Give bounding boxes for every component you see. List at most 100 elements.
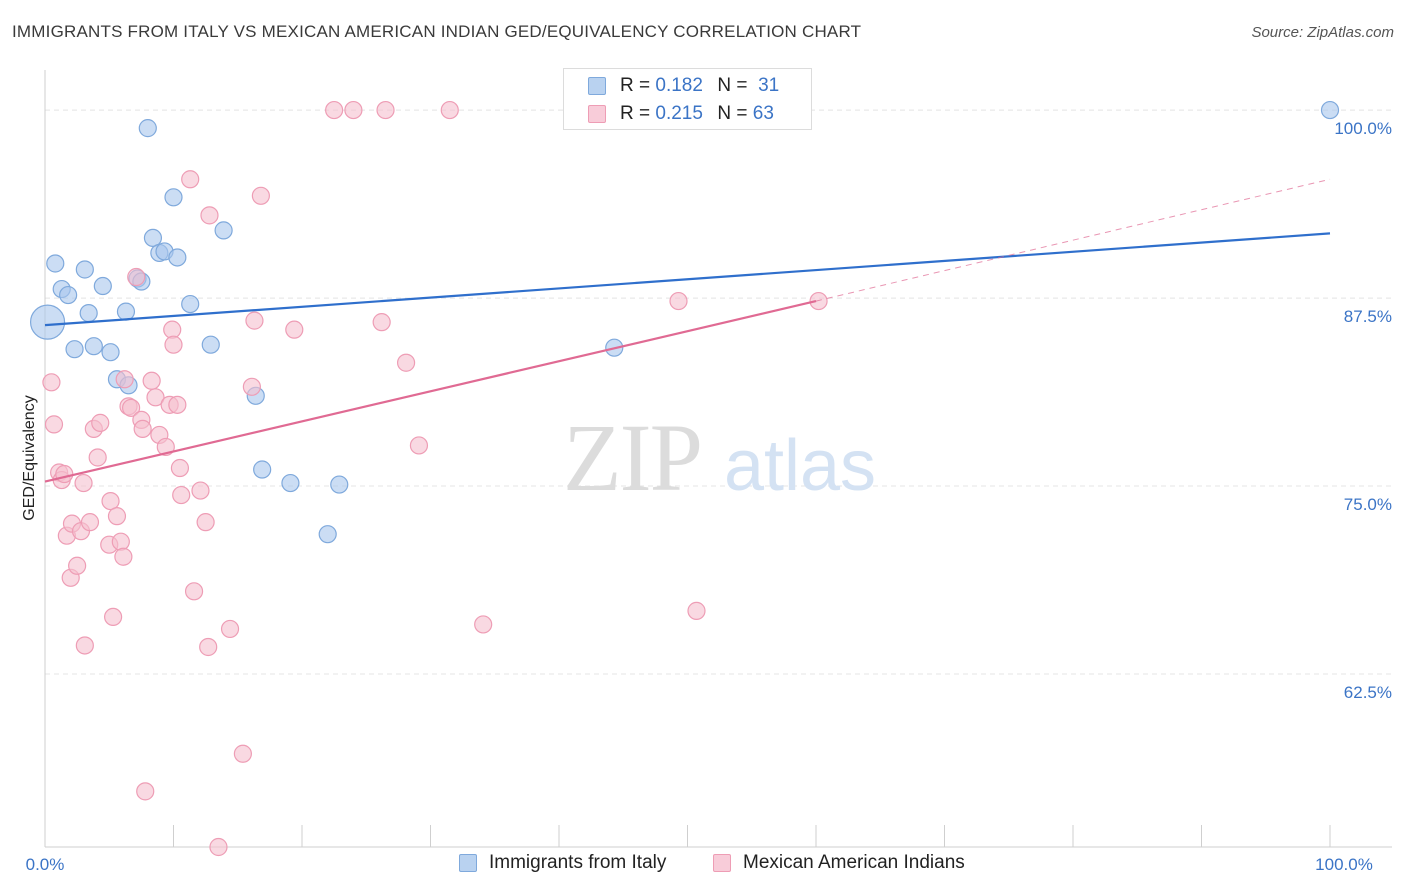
mexican-point (184, 582, 204, 601)
x-tick-label: 100.0% (1315, 855, 1373, 874)
mexican-point (200, 206, 219, 225)
italy-point (201, 335, 220, 354)
mexican-point (409, 436, 429, 455)
mexican-point (127, 267, 146, 287)
italy-point (143, 228, 163, 248)
y-tick-label: 100.0% (1334, 119, 1392, 138)
mexican-point (233, 744, 252, 763)
italy-point (281, 473, 300, 493)
mexican-point (55, 464, 74, 484)
legend-n-value-mexican: 63 (752, 103, 774, 124)
mexican-point (44, 415, 64, 434)
mexican-trend-extension (815, 178, 1331, 302)
mexican-point (344, 100, 363, 120)
italy-point (79, 304, 98, 323)
axis-layer: 100.0% 87.5% 75.0% 62.5% 0.0% 100.0% (26, 70, 1392, 874)
italy-point (318, 525, 337, 544)
mexican-point (376, 100, 395, 120)
mexican-point (107, 507, 127, 526)
mexican-point (88, 448, 107, 467)
mexican-point (191, 481, 210, 500)
correlation-legend: R = 0.182 N = 31 R = 0.215 N = 63 (563, 68, 812, 130)
mexican-point (325, 100, 344, 120)
legend-r-label: R = (620, 75, 651, 96)
mexican-point (285, 320, 304, 339)
italy-point (164, 188, 183, 207)
series-name-mexican: Mexican American Indians (743, 852, 965, 873)
italy-point (29, 304, 66, 340)
mexican-point (104, 607, 123, 627)
mexican-point (101, 491, 120, 511)
italy-point (116, 302, 136, 321)
italy-point (214, 221, 233, 240)
mexican-point (146, 388, 165, 407)
mexican-point (687, 601, 706, 620)
watermark: ZIP atlas (563, 404, 876, 511)
legend-n-label: N = (717, 103, 748, 124)
mexican-point (42, 373, 61, 392)
y-tick-label: 62.5% (1344, 683, 1392, 702)
mexican-point (115, 370, 134, 389)
italy-trend-line (44, 232, 1331, 327)
mexican-point (251, 186, 270, 205)
legend-row-mexican: R = 0.215 N = 63 (588, 100, 774, 128)
mexican-point (68, 556, 87, 575)
mexican-point (168, 395, 187, 414)
series-swatch-pink (713, 854, 731, 872)
italy-point (253, 460, 272, 479)
mexican-point (75, 636, 94, 655)
mexican-point (91, 413, 110, 432)
trend-layer (44, 178, 1331, 483)
x-tick-label: 0.0% (26, 855, 65, 874)
y-tick-label: 87.5% (1344, 307, 1392, 326)
mexican-point (245, 311, 264, 330)
italy-point (65, 340, 84, 359)
mexican-point (121, 398, 141, 417)
legend-swatch-pink (588, 105, 606, 123)
series-legend-italy[interactable]: Immigrants from Italy (459, 852, 666, 874)
italy-point (101, 343, 120, 362)
mexican-point (80, 513, 100, 532)
italy-point (168, 248, 187, 267)
mexican-trend-line (44, 300, 817, 483)
mexican-point (111, 532, 130, 551)
series-legend-mexican[interactable]: Mexican American Indians (713, 852, 965, 874)
watermark-atlas: atlas (724, 426, 876, 506)
mexican-point (133, 419, 152, 439)
legend-row-italy: R = 0.182 N = 31 (588, 72, 779, 100)
mexican-point (440, 100, 459, 120)
mexican-point (196, 513, 215, 532)
mexican-point (474, 615, 493, 634)
chart-title: IMMIGRANTS FROM ITALY VS MEXICAN AMERICA… (12, 22, 862, 41)
watermark-zip: ZIP (563, 404, 701, 511)
mexican-point (74, 473, 93, 493)
mexican-point (809, 291, 828, 311)
mexican-point (136, 782, 155, 801)
mexican-point (669, 291, 688, 311)
mexican-point (372, 313, 391, 332)
legend-r-value-italy: 0.182 (655, 75, 703, 96)
italy-point (330, 475, 349, 494)
legend-n-value-italy: 31 (758, 75, 780, 96)
legend-n-label: N = (717, 75, 748, 96)
italy-point (75, 260, 94, 279)
y-tick-label: 75.0% (1344, 495, 1392, 514)
mexican-point (396, 353, 416, 372)
mexican-point (199, 637, 218, 657)
legend-r-label: R = (620, 103, 651, 124)
mexican-point (242, 377, 261, 396)
source-note: Source: ZipAtlas.com (1251, 24, 1394, 41)
mexican-point (163, 320, 182, 339)
italy-point (93, 276, 112, 296)
series-name-italy: Immigrants from Italy (489, 852, 667, 873)
mexican-point (142, 371, 161, 390)
mexican-point (220, 619, 240, 639)
italy-point (138, 119, 157, 138)
mexican-point (181, 170, 200, 189)
mexican-point (172, 485, 191, 505)
mexican-point (209, 837, 228, 857)
italy-point (1320, 100, 1340, 120)
italy-point (46, 254, 65, 273)
italy-point (84, 337, 103, 356)
